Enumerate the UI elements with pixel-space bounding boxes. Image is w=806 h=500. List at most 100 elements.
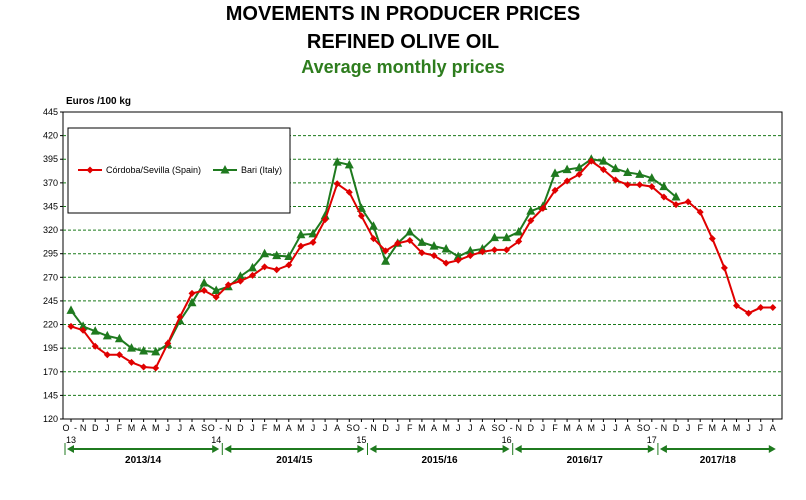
y-tick-label: 270 bbox=[43, 272, 58, 282]
y-axis: 120 145 170 195 220 245 270 295 320 345 370 395 420 4… bbox=[43, 107, 63, 424]
series-point bbox=[478, 248, 486, 256]
x-month-label: O bbox=[62, 423, 69, 433]
series-point bbox=[648, 183, 656, 191]
legend-label: Córdoba/Sevilla (Spain) bbox=[106, 165, 201, 175]
series-point bbox=[187, 297, 197, 307]
x-month-label: D bbox=[237, 423, 244, 433]
series-point bbox=[369, 221, 378, 230]
x-month-label: A bbox=[141, 423, 147, 433]
series-point bbox=[672, 201, 680, 209]
x-month-label: F bbox=[697, 423, 703, 433]
series-point bbox=[454, 256, 462, 264]
series-point bbox=[127, 343, 136, 352]
series-point bbox=[587, 157, 595, 165]
x-month-label: A bbox=[625, 423, 631, 433]
x-month-label: N bbox=[661, 423, 668, 433]
series-point bbox=[78, 321, 88, 330]
series-point bbox=[212, 293, 220, 301]
series-point bbox=[79, 326, 87, 334]
y-tick-label: 445 bbox=[43, 107, 58, 117]
series-point bbox=[575, 170, 583, 178]
series-point bbox=[502, 232, 512, 242]
series-spain bbox=[67, 157, 777, 372]
series-point bbox=[260, 248, 270, 258]
x-month-label: M bbox=[128, 423, 136, 433]
series-point bbox=[357, 212, 365, 220]
series-point bbox=[720, 264, 728, 272]
series-point bbox=[598, 156, 608, 165]
series-point bbox=[405, 226, 415, 236]
series-point bbox=[696, 208, 704, 216]
series-point bbox=[188, 289, 196, 297]
x-month-label: F bbox=[117, 423, 123, 433]
x-month-label: A bbox=[189, 423, 195, 433]
x-month-label: F bbox=[407, 423, 413, 433]
x-month-label: A bbox=[334, 423, 340, 433]
x-year-label: 17 bbox=[647, 435, 657, 445]
series-point bbox=[515, 237, 523, 245]
series-point bbox=[370, 235, 377, 243]
series-point bbox=[261, 263, 269, 271]
series-point bbox=[321, 216, 329, 224]
x-year-label: 15 bbox=[356, 435, 366, 445]
series-point bbox=[599, 166, 607, 174]
series-point bbox=[164, 339, 172, 347]
series-point bbox=[332, 157, 342, 166]
y-tick-label: 245 bbox=[43, 296, 58, 306]
x-month-label: D bbox=[382, 423, 389, 433]
x-month-label: A bbox=[479, 423, 485, 433]
series-point bbox=[67, 322, 75, 330]
series-point bbox=[429, 241, 439, 250]
x-month-label: S bbox=[346, 423, 352, 433]
series-point bbox=[308, 228, 318, 238]
series-point bbox=[235, 271, 245, 280]
x-month-label: O bbox=[643, 423, 650, 433]
campaign-arrow-head bbox=[369, 445, 377, 453]
series-point bbox=[477, 243, 487, 253]
x-month-label: A bbox=[721, 423, 727, 433]
series-point bbox=[623, 167, 633, 176]
x-month-label: N bbox=[225, 423, 232, 433]
y-axis-label: Euros /100 kg bbox=[66, 96, 131, 107]
campaign-arrow-head bbox=[768, 445, 776, 453]
x-month-label: M bbox=[273, 423, 281, 433]
campaign-label: 2014/15 bbox=[276, 455, 313, 466]
y-tick-label: 320 bbox=[43, 225, 58, 235]
series-point bbox=[550, 168, 560, 177]
series-point bbox=[236, 277, 244, 285]
x-month-label: D bbox=[673, 423, 680, 433]
series-point bbox=[220, 165, 230, 174]
campaign-arrow-head bbox=[502, 445, 510, 453]
x-year-dash: - bbox=[655, 423, 658, 433]
series-point bbox=[671, 192, 681, 201]
x-year-label: 16 bbox=[502, 435, 512, 445]
x-month-label: J bbox=[323, 423, 328, 433]
campaign-arrow-head bbox=[212, 445, 220, 453]
series-point bbox=[660, 193, 668, 201]
series-point bbox=[273, 266, 281, 274]
series-point bbox=[91, 342, 99, 350]
series-point bbox=[442, 259, 450, 267]
series-point bbox=[430, 252, 438, 260]
series-point bbox=[309, 238, 317, 246]
series-point bbox=[176, 313, 184, 321]
x-month-label: N bbox=[80, 423, 87, 433]
x-month-label: M bbox=[588, 423, 596, 433]
x-month-label: S bbox=[491, 423, 497, 433]
series-point bbox=[527, 217, 535, 225]
x-month-label: D bbox=[528, 423, 535, 433]
series-point bbox=[224, 281, 232, 289]
x-month-label: J bbox=[311, 423, 316, 433]
campaign-arrow-head bbox=[224, 445, 232, 453]
series-point bbox=[757, 304, 765, 312]
x-month-label: A bbox=[431, 423, 437, 433]
x-month-label: M bbox=[297, 423, 305, 433]
campaign-arrow-head bbox=[514, 445, 522, 453]
x-month-label: J bbox=[613, 423, 618, 433]
series-point bbox=[139, 345, 149, 355]
y-tick-label: 195 bbox=[43, 343, 58, 353]
x-month-label: F bbox=[552, 423, 558, 433]
x-month-label: M bbox=[418, 423, 426, 433]
